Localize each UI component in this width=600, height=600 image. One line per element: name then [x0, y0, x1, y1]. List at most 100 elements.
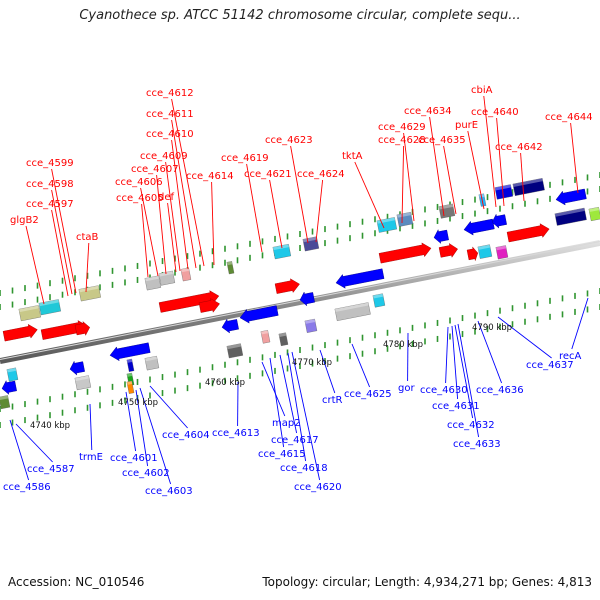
reverse-gene-arrow[interactable]: [491, 213, 507, 229]
gene-label-cce-4642[interactable]: cce_4642: [495, 142, 543, 153]
gene-feature[interactable]: [0, 395, 11, 410]
gene-label-cce-4611[interactable]: cce_4611: [146, 109, 194, 120]
gene-feature[interactable]: [512, 178, 545, 196]
gene-feature[interactable]: [278, 332, 289, 346]
gene-feature[interactable]: [588, 206, 600, 222]
gene-label-cce-4635[interactable]: cce_4635: [418, 135, 466, 146]
reverse-gene-arrow[interactable]: [1, 379, 17, 395]
gene-feature[interactable]: [272, 243, 292, 260]
gene-label-cce-4617[interactable]: cce_4617: [271, 435, 319, 446]
gene-feature[interactable]: [494, 184, 514, 200]
gene-label-cce-4602[interactable]: cce_4602: [122, 468, 170, 479]
gene-label-ctab[interactable]: ctaB: [76, 232, 99, 243]
gene-label-cce-4630[interactable]: cce_4630: [420, 385, 468, 396]
gene-label-cce-4628[interactable]: cce_4628: [378, 135, 426, 146]
gene-feature[interactable]: [302, 236, 320, 252]
gene-features[interactable]: [0, 178, 600, 410]
forward-gene-arrow[interactable]: [466, 246, 480, 262]
gene-label-cce-4615[interactable]: cce_4615: [258, 449, 306, 460]
reverse-gene-arrow[interactable]: [433, 228, 449, 244]
gene-label-gor[interactable]: gor: [398, 383, 415, 394]
gene-label-cce-4624[interactable]: cce_4624: [297, 169, 345, 180]
forward-gene-arrow[interactable]: [158, 289, 221, 314]
gene-feature[interactable]: [226, 343, 244, 359]
gene-label-cce-4614[interactable]: cce_4614: [186, 171, 234, 182]
gene-label-cce-4634[interactable]: cce_4634: [404, 106, 452, 117]
reverse-gene-arrow[interactable]: [221, 317, 239, 334]
forward-gene-arrow[interactable]: [378, 241, 433, 265]
gene-label-cce-4606[interactable]: cce_4606: [115, 177, 163, 188]
forward-gene-arrow[interactable]: [274, 277, 301, 295]
gene-feature[interactable]: [126, 380, 135, 394]
gene-feature[interactable]: [477, 244, 493, 259]
gene-feature[interactable]: [334, 302, 371, 321]
gene-label-def[interactable]: def: [158, 192, 175, 203]
gene-label-cce-4621[interactable]: cce_4621: [244, 169, 292, 180]
gene-label-map2[interactable]: map2: [272, 418, 301, 429]
forward-gene-arrow[interactable]: [74, 320, 91, 336]
gene-label-cce-4631[interactable]: cce_4631: [432, 401, 480, 412]
gene-feature[interactable]: [396, 211, 414, 227]
gene-feature[interactable]: [304, 318, 318, 333]
forward-gene-arrow[interactable]: [198, 297, 221, 315]
gene-label-cce-4633[interactable]: cce_4633: [453, 439, 501, 450]
reverse-gene-arrow[interactable]: [555, 187, 587, 207]
reverse-gene-arrow[interactable]: [299, 290, 315, 307]
reverse-gene-arrow[interactable]: [335, 267, 385, 290]
gene-feature[interactable]: [74, 375, 92, 391]
gene-label-cce-4609[interactable]: cce_4609: [140, 151, 188, 162]
gene-feature[interactable]: [18, 305, 41, 322]
gene-feature[interactable]: [260, 330, 271, 344]
gene-label-cce-4607[interactable]: cce_4607: [131, 164, 179, 175]
gene-label-cce-4597[interactable]: cce_4597: [26, 199, 74, 210]
forward-gene-arrow[interactable]: [506, 222, 551, 244]
gene-feature[interactable]: [438, 203, 456, 219]
gene-label-cce-4637[interactable]: cce_4637: [526, 360, 574, 371]
gene-feature[interactable]: [180, 267, 192, 282]
gene-feature[interactable]: [144, 355, 160, 371]
gene-feature[interactable]: [144, 275, 162, 291]
gene-label-cce-4625[interactable]: cce_4625: [344, 389, 392, 400]
reverse-gene-arrow[interactable]: [239, 304, 279, 325]
gene-feature[interactable]: [372, 293, 386, 308]
gene-label-cce-4636[interactable]: cce_4636: [476, 385, 524, 396]
gene-label-cce-4587[interactable]: cce_4587: [27, 464, 75, 475]
gene-label-cce-4586[interactable]: cce_4586: [3, 482, 51, 493]
reverse-gene-arrow[interactable]: [69, 360, 85, 376]
gene-feature[interactable]: [495, 245, 509, 260]
gene-label-cce-4613[interactable]: cce_4613: [212, 428, 260, 439]
gene-label-cbia[interactable]: cbiA: [471, 85, 493, 96]
gene-label-cce-4618[interactable]: cce_4618: [280, 463, 328, 474]
gene-label-cce-4612[interactable]: cce_4612: [146, 88, 194, 99]
gene-feature[interactable]: [554, 207, 587, 226]
gene-label-cce-4644[interactable]: cce_4644: [545, 112, 593, 123]
gene-label-cce-4605[interactable]: cce_4605: [116, 193, 164, 204]
gene-feature[interactable]: [126, 358, 135, 372]
gene-label-cce-4620[interactable]: cce_4620: [294, 482, 342, 493]
gene-label-cce-4632[interactable]: cce_4632: [447, 420, 495, 431]
gene-feature[interactable]: [158, 270, 176, 286]
gene-feature[interactable]: [78, 285, 101, 302]
forward-gene-arrow[interactable]: [438, 242, 459, 259]
reverse-gene-arrow[interactable]: [463, 217, 495, 237]
gene-labels[interactable]: glgB2 cce_4597 cce_4598 cce_4599 ctaB cce_460…: [3, 85, 593, 497]
gene-label-cce-4640[interactable]: cce_4640: [471, 107, 519, 118]
gene-label-cce-4623[interactable]: cce_4623: [265, 135, 313, 146]
gene-label-glgb2[interactable]: glgB2: [10, 215, 39, 226]
gene-feature[interactable]: [6, 367, 19, 382]
gene-label-cce-4604[interactable]: cce_4604: [162, 430, 210, 441]
gene-label-tkta[interactable]: tktA: [342, 151, 363, 162]
gene-feature[interactable]: [226, 261, 235, 275]
gene-label-pure[interactable]: purE: [455, 120, 478, 131]
gene-label-cce-4619[interactable]: cce_4619: [221, 153, 269, 164]
gene-label-cce-4603[interactable]: cce_4603: [145, 486, 193, 497]
gene-label-cce-4598[interactable]: cce_4598: [26, 179, 74, 190]
forward-gene-arrow[interactable]: [2, 323, 39, 343]
reverse-gene-arrow[interactable]: [109, 341, 151, 362]
gene-label-cce-4599[interactable]: cce_4599: [26, 158, 74, 169]
gene-feature[interactable]: [38, 299, 61, 316]
gene-label-trme[interactable]: trmE: [79, 452, 103, 463]
gene-label-cce-4601[interactable]: cce_4601: [110, 453, 158, 464]
gene-label-crtr[interactable]: crtR: [322, 395, 343, 406]
